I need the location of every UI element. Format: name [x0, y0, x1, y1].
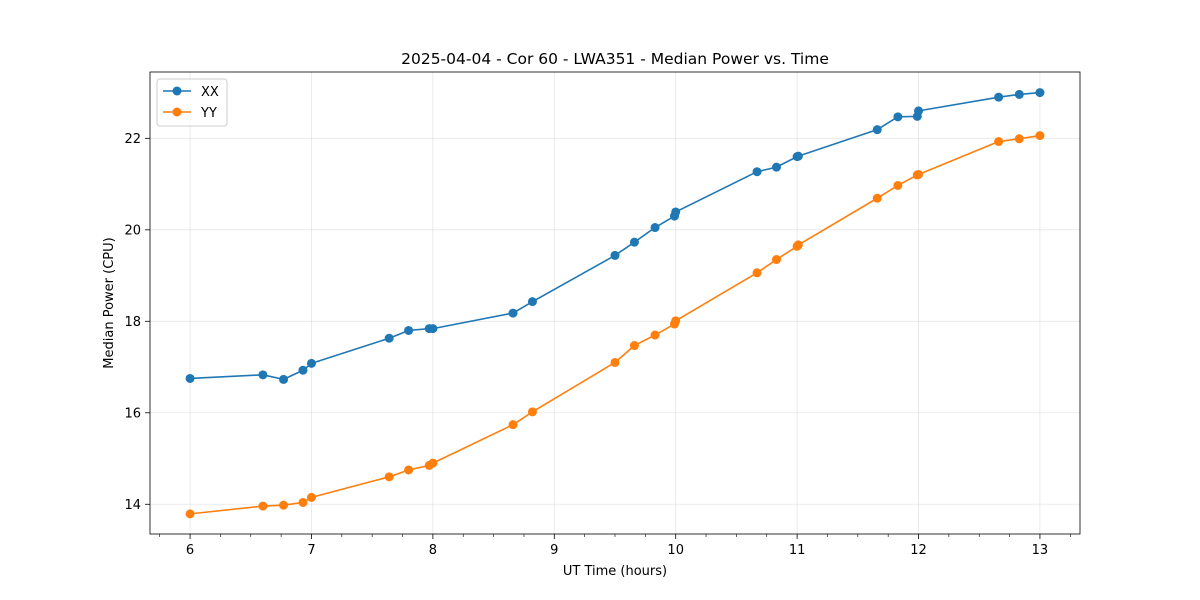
series-yy	[185, 131, 1045, 519]
data-point-yy	[1014, 134, 1024, 144]
x-tick-label: 13	[1032, 543, 1049, 558]
data-point-xx	[872, 125, 882, 135]
x-tick-label: 9	[550, 543, 558, 558]
data-point-yy	[306, 492, 316, 502]
data-point-xx	[671, 207, 681, 217]
x-tick-label: 12	[910, 543, 927, 558]
data-point-yy	[994, 137, 1004, 147]
data-point-xx	[893, 112, 903, 122]
tick-layer: 6 7 8 9 10 11 12 13 14 16 18 20 22	[124, 132, 1071, 558]
data-point-xx	[1014, 89, 1024, 99]
data-point-xx	[1035, 88, 1045, 98]
y-tick-label: 22	[124, 132, 141, 147]
data-point-yy	[650, 330, 660, 340]
data-point-yy	[671, 316, 681, 326]
data-point-yy	[752, 268, 762, 278]
data-point-xx	[258, 370, 268, 380]
data-point-xx	[306, 358, 316, 368]
data-point-yy	[914, 169, 924, 179]
series-layer	[185, 88, 1045, 519]
data-point-xx	[914, 106, 924, 116]
x-tick-label: 6	[186, 543, 194, 558]
data-point-yy	[893, 180, 903, 190]
data-point-yy	[428, 458, 438, 468]
data-point-xx	[279, 374, 289, 384]
data-point-yy	[258, 501, 268, 511]
data-point-yy	[771, 255, 781, 265]
data-point-yy	[298, 497, 308, 507]
data-point-xx	[752, 167, 762, 177]
x-tick-label: 8	[429, 543, 437, 558]
data-point-xx	[629, 237, 639, 247]
data-point-xx	[527, 297, 537, 307]
data-point-yy	[508, 420, 518, 430]
data-point-xx	[793, 151, 803, 161]
data-point-xx	[185, 373, 195, 383]
data-point-xx	[650, 223, 660, 233]
data-point-yy	[185, 509, 195, 519]
y-tick-label: 16	[124, 406, 141, 421]
data-point-xx	[771, 162, 781, 172]
legend-swatch-xx-marker	[172, 86, 182, 96]
data-point-yy	[279, 500, 289, 510]
series-xx	[185, 88, 1045, 384]
x-tick-label: 7	[307, 543, 315, 558]
legend: XX YY	[156, 78, 228, 127]
data-point-xx	[298, 365, 308, 375]
data-point-xx	[384, 333, 394, 343]
data-point-yy	[872, 193, 882, 203]
chart-title: 2025-04-04 - Cor 60 - LWA351 - Median Po…	[401, 50, 829, 68]
y-tick-label: 18	[124, 315, 141, 330]
legend-label-xx: XX	[201, 85, 219, 100]
y-tick-label: 14	[124, 498, 141, 513]
y-axis-label: Median Power (CPU)	[102, 237, 117, 368]
data-point-yy	[1035, 131, 1045, 141]
x-tick-label: 10	[667, 543, 684, 558]
x-axis-label: UT Time (hours)	[563, 564, 667, 579]
data-point-xx	[610, 250, 620, 260]
x-tick-label: 11	[789, 543, 806, 558]
data-point-yy	[384, 472, 394, 482]
legend-swatch-yy-marker	[172, 107, 182, 117]
data-point-xx	[994, 92, 1004, 102]
data-point-xx	[428, 324, 438, 334]
y-tick-label: 20	[124, 223, 141, 238]
data-point-yy	[629, 341, 639, 351]
data-point-yy	[793, 240, 803, 250]
data-point-yy	[527, 407, 537, 417]
data-point-yy	[610, 357, 620, 367]
data-point-xx	[508, 308, 518, 318]
data-point-yy	[404, 465, 414, 475]
data-point-xx	[404, 325, 414, 335]
legend-label-yy: YY	[200, 106, 217, 121]
